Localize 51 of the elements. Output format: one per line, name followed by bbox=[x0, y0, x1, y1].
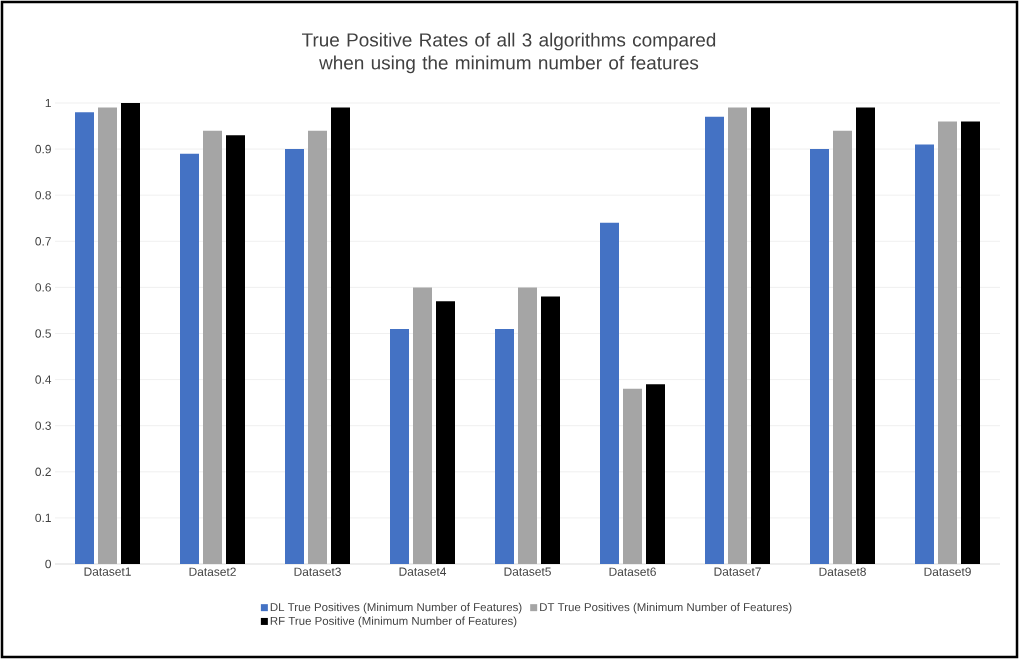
x-tick-label: Dataset5 bbox=[504, 567, 551, 576]
bar bbox=[646, 384, 665, 564]
x-tick-label: Dataset7 bbox=[714, 567, 761, 576]
bar bbox=[728, 107, 747, 564]
y-tick-label: 0.7 bbox=[35, 237, 51, 246]
bar bbox=[810, 149, 829, 564]
bar bbox=[436, 301, 455, 564]
bar bbox=[961, 121, 980, 564]
y-tick-label: 0.3 bbox=[35, 421, 51, 430]
bar bbox=[390, 328, 409, 564]
bar bbox=[856, 107, 875, 564]
y-tick-label: 0.1 bbox=[35, 513, 51, 523]
legend-label: DT True Positives (Minimum Number of Features) bbox=[540, 602, 792, 614]
x-tick-label: Dataset8 bbox=[819, 567, 866, 576]
bar bbox=[938, 121, 957, 564]
bar bbox=[833, 130, 852, 564]
x-tick-label: Dataset9 bbox=[924, 567, 971, 576]
x-tick-label: Dataset3 bbox=[294, 567, 341, 576]
y-tick-label: 0.5 bbox=[35, 329, 51, 338]
bar bbox=[75, 112, 94, 564]
bar bbox=[518, 287, 537, 564]
bar bbox=[623, 388, 642, 564]
y-tick-label: 0.6 bbox=[35, 283, 51, 292]
y-tick-label: 0 bbox=[45, 559, 52, 569]
bar bbox=[915, 144, 934, 564]
bar bbox=[331, 107, 350, 564]
bar bbox=[203, 130, 222, 564]
bar bbox=[600, 222, 619, 564]
x-tick-label: Dataset6 bbox=[609, 567, 656, 576]
x-tick-label: Dataset2 bbox=[189, 567, 236, 576]
legend-label: RF True Positive (Minimum Number of Features) bbox=[270, 616, 517, 628]
chart-title: True Positive Rates of all 3 algorithms compared when using the minimum number of features bbox=[302, 32, 716, 74]
x-tick-label: Dataset1 bbox=[84, 567, 131, 576]
bar bbox=[285, 149, 304, 564]
legend-label: DL True Positives (Minimum Number of Features) bbox=[270, 602, 522, 614]
y-tick-label: 1 bbox=[45, 98, 51, 108]
bar bbox=[98, 107, 117, 564]
bar bbox=[121, 103, 140, 564]
y-tick-label: 0.4 bbox=[35, 375, 52, 384]
y-tick-label: 0.9 bbox=[35, 144, 51, 154]
y-tick-label: 0.2 bbox=[35, 467, 51, 477]
bar bbox=[308, 130, 327, 564]
y-tick-label: 0.8 bbox=[35, 190, 51, 200]
bar bbox=[705, 116, 724, 564]
bar bbox=[751, 107, 770, 564]
x-tick-label: Dataset4 bbox=[399, 567, 447, 576]
bar bbox=[226, 135, 245, 564]
bar bbox=[413, 287, 432, 564]
bar bbox=[541, 296, 560, 564]
bar bbox=[180, 153, 199, 564]
bar bbox=[495, 328, 514, 564]
